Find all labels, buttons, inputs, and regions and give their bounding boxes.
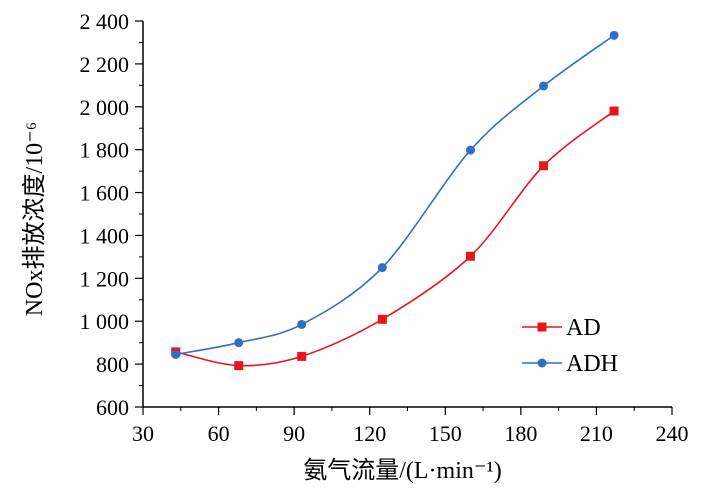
legend-marker bbox=[537, 322, 547, 332]
x-tick-label: 60 bbox=[208, 421, 230, 446]
legend: AD ADH bbox=[522, 315, 618, 377]
data-point-adh bbox=[377, 263, 387, 273]
x-tick-label: 90 bbox=[283, 421, 305, 446]
y-tick-label: 1 000 bbox=[80, 309, 130, 334]
y-axis-title: NOx排放浓度/10⁻⁶ bbox=[21, 122, 48, 316]
data-point-ad bbox=[465, 251, 475, 261]
x-tick-label: 30 bbox=[132, 421, 154, 446]
x-tick-label: 180 bbox=[504, 421, 537, 446]
y-tick-label: 2 200 bbox=[80, 52, 130, 77]
legend-item-adh: ADH bbox=[522, 351, 618, 377]
y-tick-label: 1 200 bbox=[80, 266, 130, 291]
y-tick-label: 2 000 bbox=[80, 95, 130, 120]
data-point-adh bbox=[609, 30, 619, 40]
data-point-ad bbox=[297, 351, 307, 361]
x-tick-label: 240 bbox=[656, 421, 689, 446]
x-tick-label: 150 bbox=[429, 421, 462, 446]
x-axis-title: 氨气流量/(L·min⁻¹) bbox=[303, 457, 502, 484]
data-point-ad bbox=[234, 361, 244, 371]
legend-label: ADH bbox=[566, 351, 618, 377]
legend-item-ad: AD bbox=[522, 315, 601, 341]
axes: 600 800 1 000 1 200 1 400 1 600 1 800 2 000 2 20… bbox=[80, 9, 689, 446]
data-point-adh bbox=[539, 81, 549, 91]
data-point-adh bbox=[234, 338, 244, 348]
y-tick-label: 1 800 bbox=[80, 138, 130, 163]
data-point-ad bbox=[377, 314, 387, 324]
y-tick-label: 2 400 bbox=[80, 9, 130, 34]
series-ad bbox=[171, 106, 619, 371]
legend-label: AD bbox=[566, 315, 601, 341]
x-tick-label: 120 bbox=[353, 421, 386, 446]
legend-marker bbox=[537, 358, 547, 368]
data-point-ad bbox=[609, 106, 619, 116]
data-point-adh bbox=[171, 349, 181, 359]
series-layer bbox=[171, 30, 619, 371]
series-adh bbox=[171, 30, 619, 359]
data-point-ad bbox=[539, 161, 549, 171]
series-line-adh bbox=[175, 34, 615, 356]
data-point-adh bbox=[465, 145, 475, 155]
y-tick-label: 1 600 bbox=[80, 181, 130, 206]
y-tick-label: 600 bbox=[96, 395, 129, 420]
y-tick-label: 1 400 bbox=[80, 223, 130, 248]
y-tick-label: 800 bbox=[96, 352, 129, 377]
x-tick-label: 210 bbox=[580, 421, 613, 446]
data-point-adh bbox=[297, 319, 307, 329]
